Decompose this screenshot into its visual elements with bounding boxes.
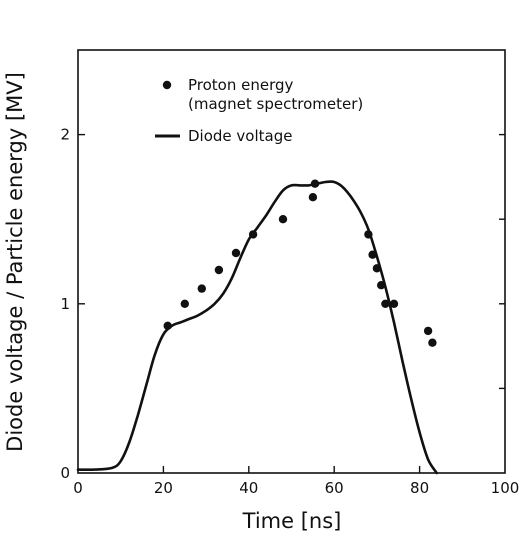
proton-energy-point bbox=[231, 248, 241, 258]
proton-energy-points bbox=[163, 179, 437, 347]
legend-marker-proton bbox=[162, 80, 172, 90]
proton-energy-point bbox=[180, 299, 189, 308]
x-tick-label: 0 bbox=[73, 479, 83, 497]
y-tick-label: 1 bbox=[60, 295, 70, 313]
proton-energy-point bbox=[248, 230, 258, 239]
proton-energy-point bbox=[308, 193, 318, 202]
x-axis-ticks: 0 20 40 60 80 100 bbox=[73, 466, 519, 497]
proton-energy-point bbox=[423, 326, 433, 336]
y-axis-ticks: 0 1 2 bbox=[60, 126, 505, 482]
x-tick-label: 20 bbox=[154, 479, 173, 497]
proton-energy-point bbox=[377, 281, 386, 290]
proton-energy-point bbox=[364, 230, 373, 239]
proton-energy-point bbox=[368, 250, 377, 259]
x-tick-label: 80 bbox=[410, 479, 429, 497]
legend: Proton energy (magnet spectrometer) Diod… bbox=[155, 76, 363, 145]
diode-voltage-line bbox=[76, 180, 438, 475]
proton-energy-point bbox=[163, 321, 172, 330]
legend-label-diode: Diode voltage bbox=[188, 127, 292, 145]
proton-energy-point bbox=[428, 338, 437, 347]
y-tick-label: 2 bbox=[60, 126, 70, 144]
y-axis-title: Diode voltage / Particle energy [MV] bbox=[3, 72, 27, 452]
proton-energy-point bbox=[372, 264, 382, 273]
y-tick-label: 0 bbox=[60, 464, 70, 482]
plot-frame bbox=[77, 49, 506, 474]
legend-label-proton-line2: (magnet spectrometer) bbox=[188, 95, 363, 113]
x-axis-title: Time [ns] bbox=[242, 509, 342, 533]
x-tick-label: 60 bbox=[325, 479, 344, 497]
proton-energy-point bbox=[389, 299, 399, 308]
proton-energy-point bbox=[214, 265, 224, 275]
proton-energy-point bbox=[381, 299, 390, 308]
proton-energy-point bbox=[278, 215, 288, 224]
x-tick-label: 100 bbox=[491, 479, 520, 497]
proton-energy-point bbox=[197, 284, 206, 293]
x-tick-label: 40 bbox=[239, 479, 258, 497]
proton-energy-point bbox=[310, 179, 320, 188]
legend-label-proton-line1: Proton energy bbox=[188, 76, 294, 94]
